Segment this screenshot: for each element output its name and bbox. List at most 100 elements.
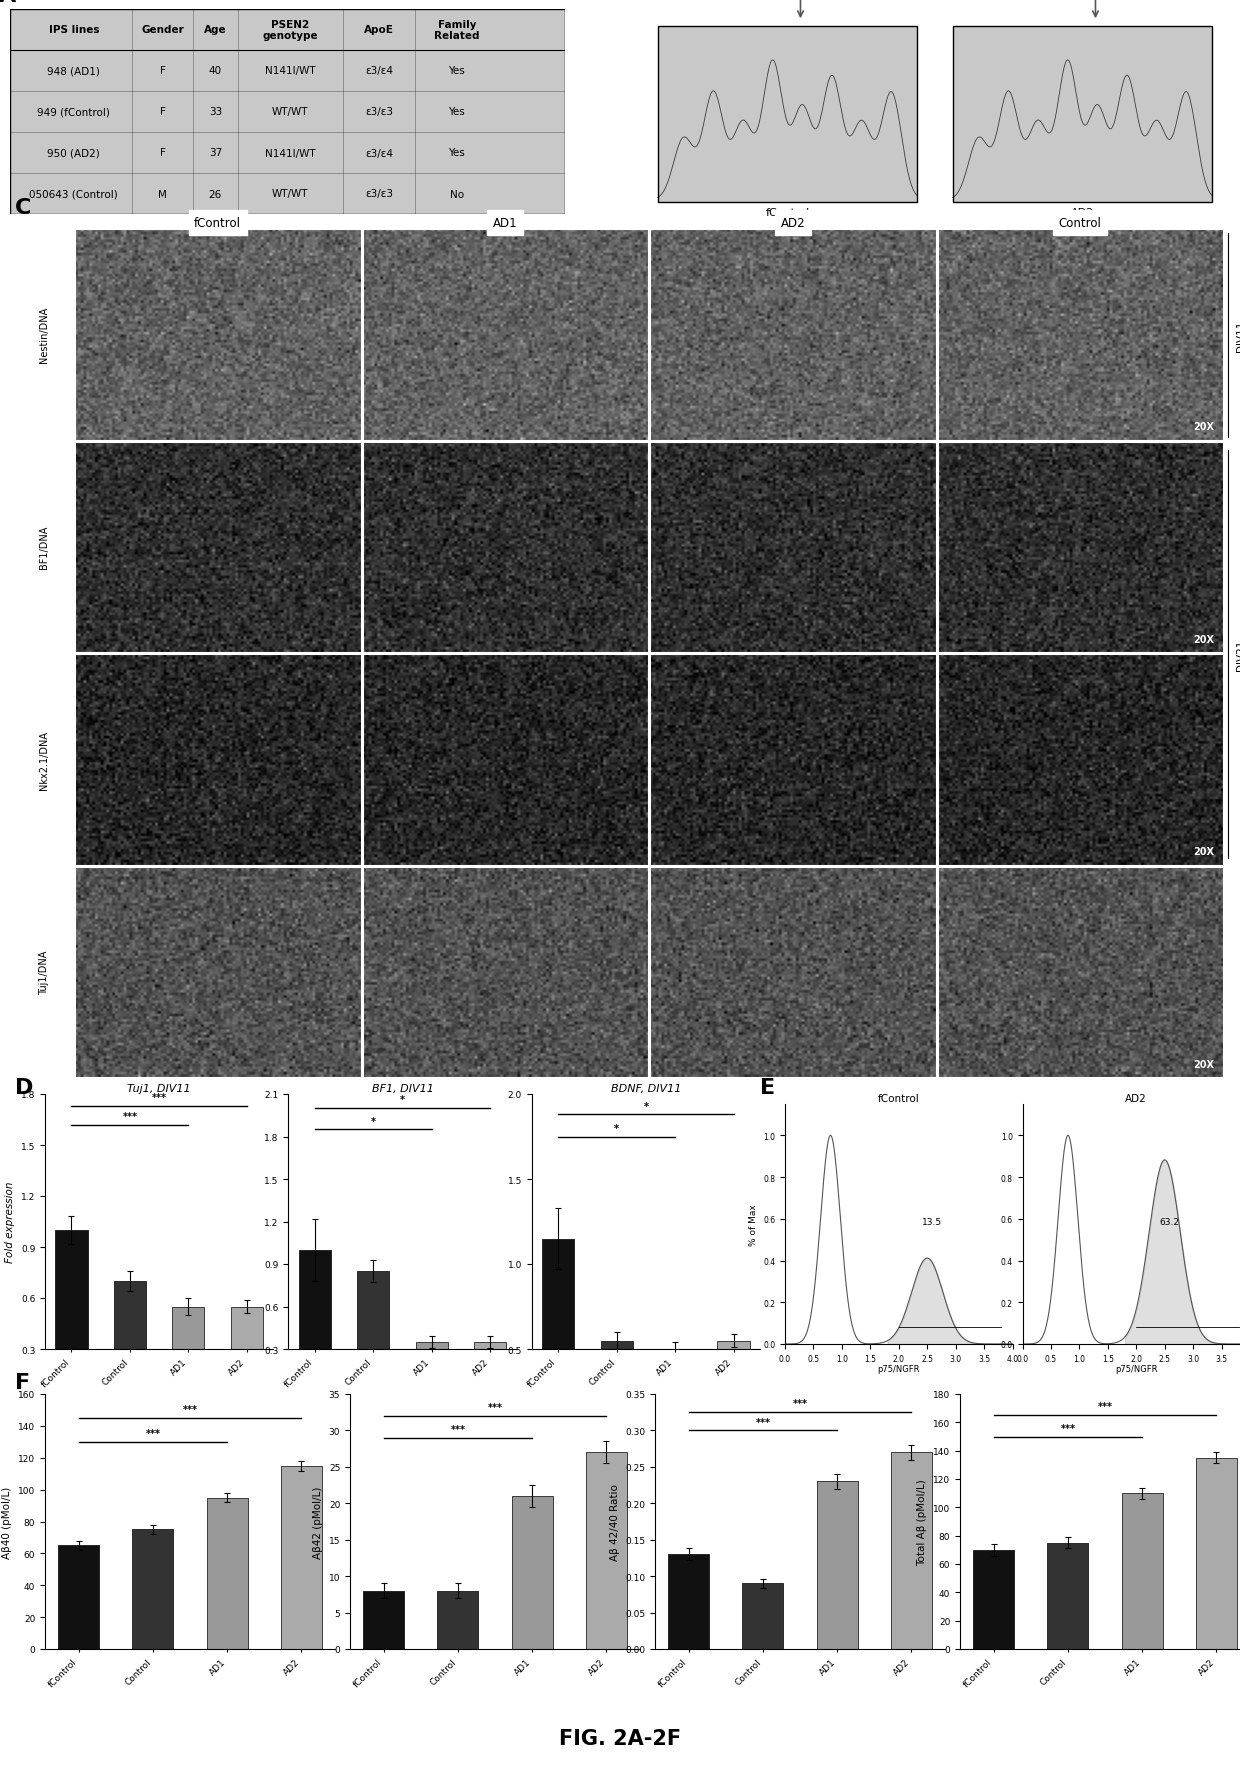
Bar	[58, 1546, 99, 1649]
Text: Tuj1/DNA: Tuj1/DNA	[38, 950, 50, 995]
Title: Control: Control	[1059, 216, 1101, 230]
Text: DIV11: DIV11	[1236, 321, 1240, 351]
Title: BF1, DIV11: BF1, DIV11	[372, 1083, 434, 1094]
Y-axis label: Aβ42 (pMol/L): Aβ42 (pMol/L)	[314, 1486, 324, 1558]
Text: ***: ***	[1097, 1402, 1112, 1411]
Bar	[438, 1590, 479, 1649]
Title: Tuj1, DIV11: Tuj1, DIV11	[128, 1083, 191, 1094]
Bar	[281, 1466, 322, 1649]
Text: B: B	[634, 0, 651, 4]
Title: AD2: AD2	[1126, 1094, 1147, 1103]
Bar	[668, 1555, 709, 1649]
Text: Nkx2.1/DNA: Nkx2.1/DNA	[38, 730, 50, 789]
Bar	[474, 1342, 506, 1392]
Text: 20X: 20X	[1193, 846, 1214, 856]
Text: Gender: Gender	[141, 25, 184, 35]
Text: IPS lines: IPS lines	[48, 25, 99, 35]
Text: 948 (AD1): 948 (AD1)	[47, 66, 100, 76]
Text: ***: ***	[450, 1424, 465, 1434]
Text: ***: ***	[792, 1399, 807, 1408]
Text: ε3/ε3: ε3/ε3	[365, 190, 393, 199]
Bar	[817, 1482, 858, 1649]
Text: AD2: AD2	[1071, 207, 1094, 218]
X-axis label: p75/NGFR: p75/NGFR	[878, 1365, 920, 1374]
Bar	[1122, 1493, 1163, 1649]
Text: Family
Related: Family Related	[434, 20, 480, 41]
Bar	[114, 1282, 146, 1401]
Text: C: C	[15, 199, 31, 218]
Bar	[363, 1590, 404, 1649]
Text: ε3/ε4: ε3/ε4	[365, 66, 393, 76]
Bar	[133, 1530, 174, 1649]
Bar	[56, 1230, 88, 1401]
Text: No: No	[450, 190, 464, 199]
Text: ***: ***	[123, 1112, 138, 1121]
Text: ε3/ε4: ε3/ε4	[365, 149, 393, 158]
Y-axis label: Aβ 42/40 Ratio: Aβ 42/40 Ratio	[610, 1484, 620, 1560]
Text: F: F	[160, 108, 166, 117]
Text: *: *	[401, 1094, 405, 1105]
Text: ***: ***	[182, 1404, 197, 1415]
Text: Age: Age	[205, 25, 227, 35]
Bar	[231, 1307, 263, 1401]
Text: 949 (fControl): 949 (fControl)	[37, 108, 110, 117]
Title: AD2: AD2	[780, 216, 805, 230]
Text: Nestin/DNA: Nestin/DNA	[38, 307, 50, 363]
Text: 33: 33	[208, 108, 222, 117]
Bar	[357, 1271, 389, 1392]
Text: *: *	[371, 1115, 376, 1126]
Text: *: *	[644, 1101, 649, 1112]
Text: ***: ***	[145, 1429, 160, 1438]
Bar	[512, 1496, 553, 1649]
Bar	[207, 1498, 248, 1649]
Text: F: F	[15, 1372, 30, 1392]
Text: DIV21: DIV21	[1236, 638, 1240, 670]
Text: N141I/WT: N141I/WT	[265, 149, 316, 158]
Bar	[973, 1550, 1014, 1649]
Bar	[952, 27, 1213, 202]
Text: 40: 40	[208, 66, 222, 76]
Text: E: E	[760, 1078, 775, 1097]
Bar	[658, 1349, 691, 1434]
Title: AD1: AD1	[494, 216, 517, 230]
Text: 20X: 20X	[1193, 635, 1214, 644]
Text: WT/WT: WT/WT	[272, 108, 309, 117]
Text: F: F	[160, 149, 166, 158]
Text: 950 (AD2): 950 (AD2)	[47, 149, 100, 158]
Text: M: M	[159, 190, 167, 199]
Text: Yes: Yes	[449, 66, 465, 76]
Bar	[892, 1452, 931, 1649]
Text: 050643 (Control): 050643 (Control)	[30, 190, 118, 199]
Bar	[718, 1340, 750, 1434]
Text: 13.5: 13.5	[921, 1218, 941, 1227]
Bar	[657, 27, 918, 202]
Bar	[1048, 1543, 1089, 1649]
Bar	[743, 1583, 784, 1649]
Text: ApoE: ApoE	[365, 25, 394, 35]
Y-axis label: % of Max: % of Max	[749, 1204, 758, 1245]
Text: 20X: 20X	[1193, 422, 1214, 433]
Y-axis label: Fold expression: Fold expression	[5, 1181, 15, 1262]
Bar	[415, 1342, 448, 1392]
Text: 20X: 20X	[1193, 1058, 1214, 1069]
Title: fControl: fControl	[195, 216, 242, 230]
Title: BDNF, DIV11: BDNF, DIV11	[610, 1083, 681, 1094]
Title: fControl: fControl	[878, 1094, 920, 1103]
Text: ***: ***	[755, 1417, 770, 1427]
Text: A: A	[0, 0, 16, 5]
Bar	[1195, 1457, 1236, 1649]
Bar	[587, 1452, 626, 1649]
X-axis label: p75/NGFR: p75/NGFR	[1115, 1365, 1157, 1374]
Text: 37: 37	[208, 149, 222, 158]
Text: Yes: Yes	[449, 108, 465, 117]
Bar	[542, 1239, 574, 1434]
Y-axis label: Total Aβ (pMol/L): Total Aβ (pMol/L)	[918, 1479, 928, 1566]
Text: fControl: fControl	[765, 207, 810, 218]
Text: Yes: Yes	[449, 149, 465, 158]
Text: ***: ***	[487, 1402, 502, 1413]
Text: F: F	[160, 66, 166, 76]
Y-axis label: Aβ40 (pMol/L): Aβ40 (pMol/L)	[2, 1486, 12, 1558]
Text: BF1/DNA: BF1/DNA	[38, 527, 50, 569]
Text: D: D	[15, 1078, 33, 1097]
Text: N141I/WT: N141I/WT	[265, 66, 316, 76]
